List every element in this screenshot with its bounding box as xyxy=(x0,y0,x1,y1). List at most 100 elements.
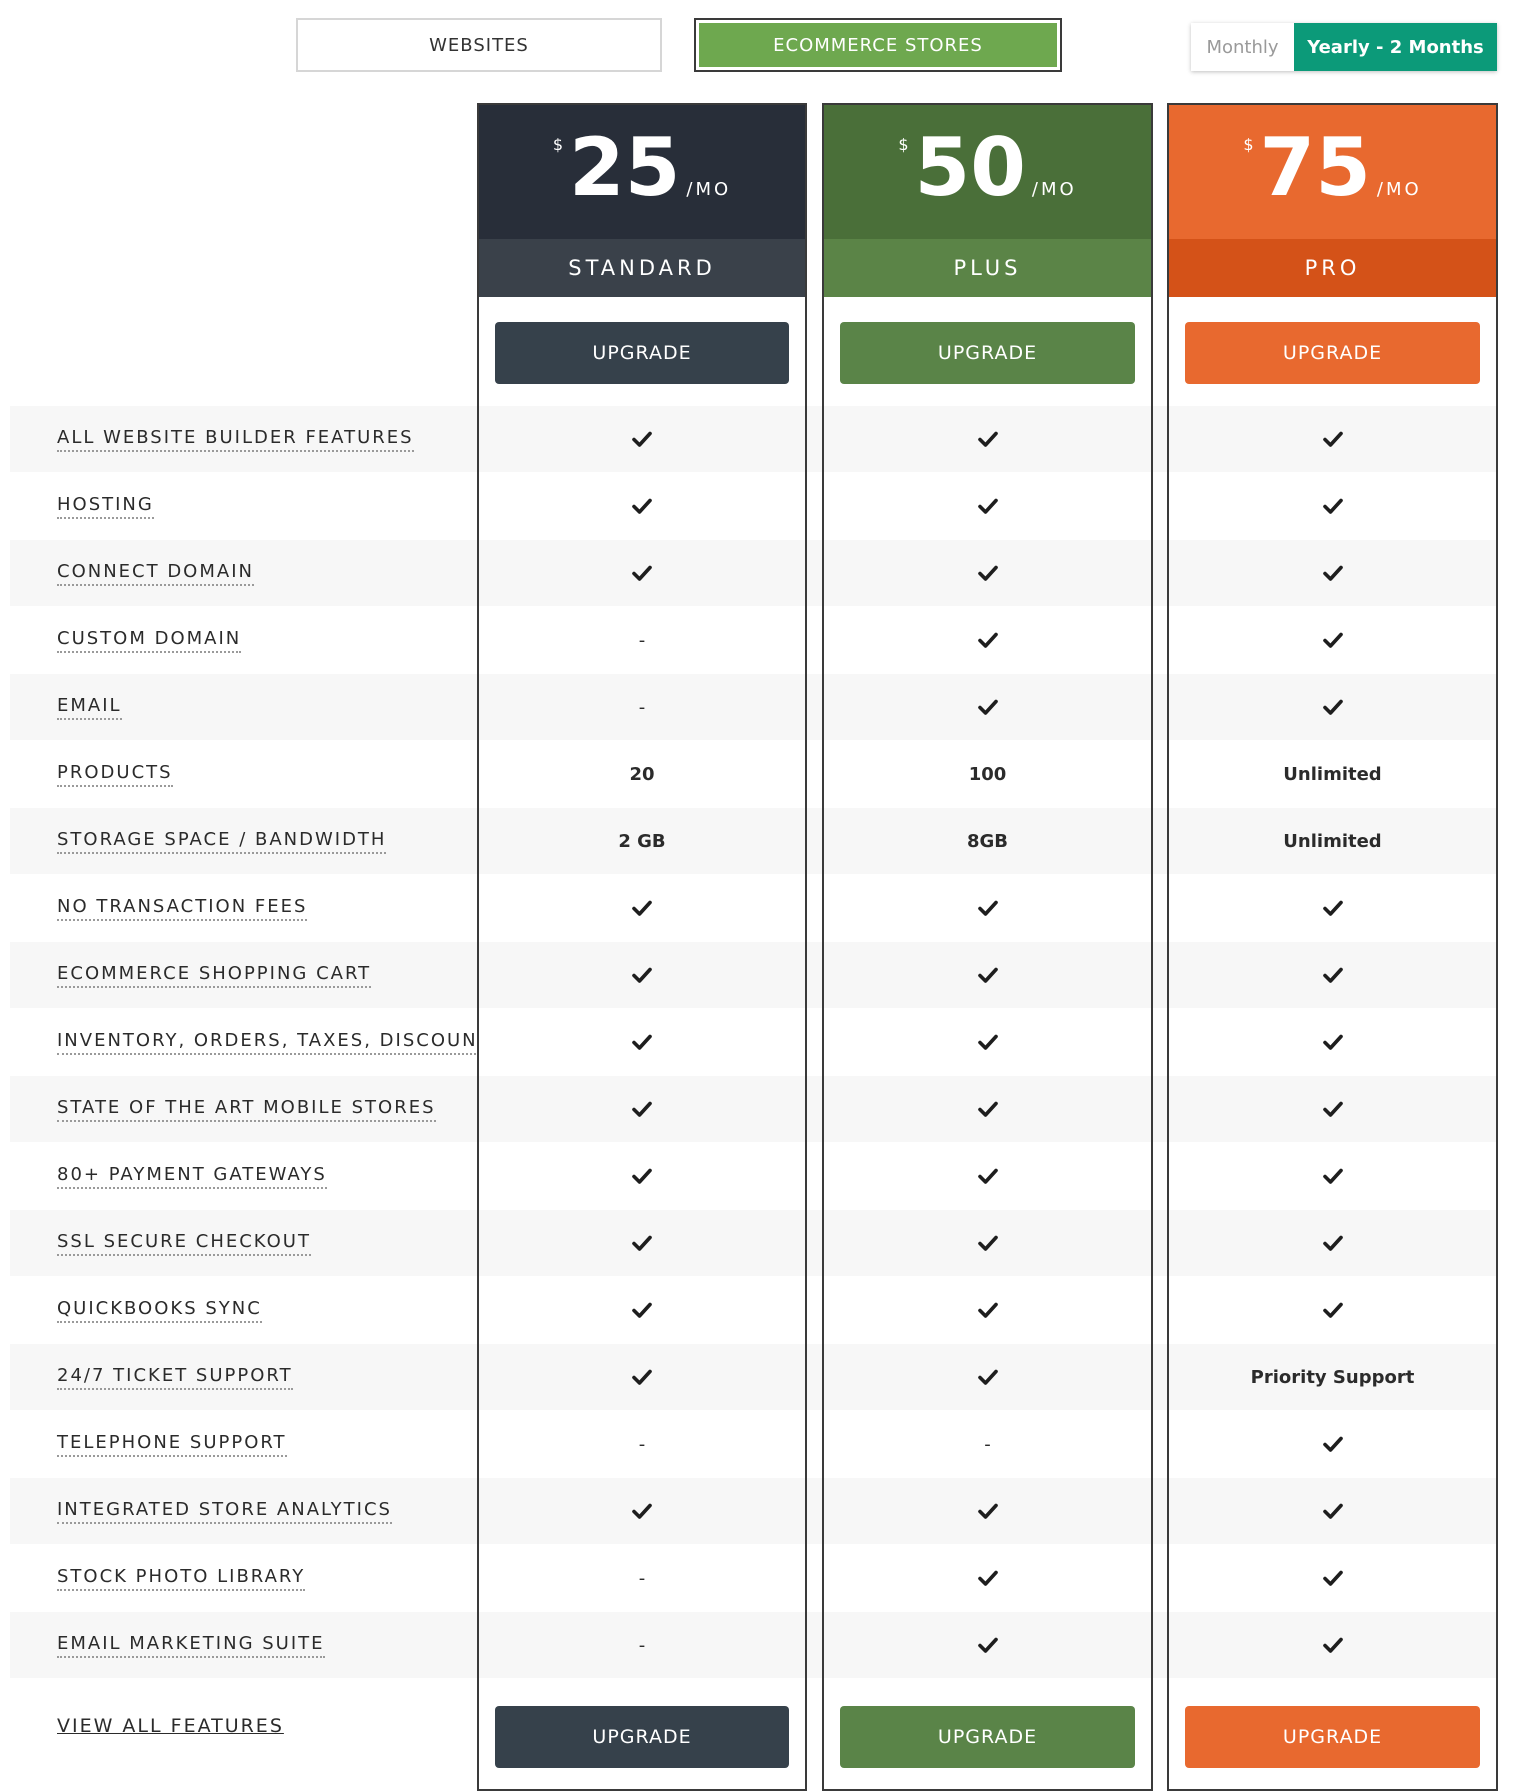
feature-cell: 2 GB xyxy=(479,808,805,874)
plan-price: $25/MO xyxy=(479,123,805,213)
feature-cell: - xyxy=(479,674,805,740)
billing-monthly-option[interactable]: Monthly xyxy=(1191,23,1294,71)
feature-label[interactable]: QUICKBOOKS SYNC xyxy=(57,1277,262,1343)
feature-value: 2 GB xyxy=(618,830,666,852)
feature-cell xyxy=(824,1344,1151,1410)
checkmark-icon xyxy=(632,1369,652,1385)
feature-label-text: 80+ PAYMENT GATEWAYS xyxy=(57,1164,327,1189)
feature-label-text: STATE OF THE ART MOBILE STORES xyxy=(57,1097,436,1122)
feature-cell: - xyxy=(479,1612,805,1678)
feature-label[interactable]: EMAIL xyxy=(57,674,122,740)
checkmark-icon xyxy=(977,1369,998,1385)
feature-label[interactable]: ALL WEBSITE BUILDER FEATURES xyxy=(57,406,414,472)
price-amount: 75 xyxy=(1259,121,1371,214)
feature-cell xyxy=(824,1210,1151,1276)
not-included-dash: - xyxy=(638,1567,646,1589)
feature-label-text: CONNECT DOMAIN xyxy=(57,561,254,586)
feature-label[interactable]: HOSTING xyxy=(57,473,154,539)
feature-label-text: 24/7 TICKET SUPPORT xyxy=(57,1365,293,1390)
feature-label[interactable]: CUSTOM DOMAIN xyxy=(57,607,242,673)
feature-cell xyxy=(1169,1076,1496,1142)
not-included-dash: - xyxy=(638,629,646,651)
checkmark-icon xyxy=(977,900,998,916)
feature-row-stripe xyxy=(10,406,1496,472)
feature-value: 8GB xyxy=(966,830,1009,852)
feature-cell: 20 xyxy=(479,741,805,807)
upgrade-button-pro-top[interactable]: UPGRADE xyxy=(1185,322,1480,384)
checkmark-icon xyxy=(977,1168,998,1184)
feature-label[interactable]: 80+ PAYMENT GATEWAYS xyxy=(57,1143,327,1209)
feature-label[interactable]: INTEGRATED STORE ANALYTICS xyxy=(57,1478,392,1544)
currency-symbol: $ xyxy=(552,135,564,154)
feature-label[interactable]: TELEPHONE SUPPORT xyxy=(57,1411,287,1477)
checkmark-icon xyxy=(1322,565,1343,581)
checkmark-icon xyxy=(1322,431,1343,447)
feature-label[interactable]: EMAIL MARKETING SUITE xyxy=(57,1612,325,1678)
checkmark-icon xyxy=(977,1034,998,1050)
feature-row-stripe xyxy=(10,1076,1496,1142)
checkmark-icon xyxy=(977,1570,998,1586)
feature-cell xyxy=(1169,406,1496,472)
checkmark-icon xyxy=(977,1101,998,1117)
upgrade-button-plus-bottom[interactable]: UPGRADE xyxy=(840,1706,1135,1768)
feature-label[interactable]: STATE OF THE ART MOBILE STORES xyxy=(57,1076,436,1142)
feature-cell xyxy=(479,1143,805,1209)
feature-cell xyxy=(479,875,805,941)
view-all-features-link[interactable]: VIEW ALL FEATURES xyxy=(57,1715,284,1737)
feature-value: 20 xyxy=(629,763,655,785)
feature-label-text: STORAGE SPACE / BANDWIDTH xyxy=(57,829,387,854)
feature-cell: 100 xyxy=(824,741,1151,807)
upgrade-button-plus-top[interactable]: UPGRADE xyxy=(840,322,1135,384)
feature-cell xyxy=(1169,674,1496,740)
checkmark-icon xyxy=(632,1302,652,1318)
plan-column-pro: $75/MO PRO UPGRADE Unlimited Unlimited Pri… xyxy=(1167,103,1498,1791)
tab-websites[interactable]: WEBSITES xyxy=(296,18,662,72)
checkmark-icon xyxy=(1322,1436,1343,1452)
upgrade-button-standard-bottom[interactable]: UPGRADE xyxy=(495,1706,789,1768)
feature-label[interactable]: STOCK PHOTO LIBRARY xyxy=(57,1545,306,1611)
feature-cell xyxy=(824,607,1151,673)
feature-label-text: STOCK PHOTO LIBRARY xyxy=(57,1566,306,1591)
feature-row-stripe xyxy=(10,808,1496,874)
feature-cell xyxy=(824,942,1151,1008)
checkmark-icon xyxy=(977,1503,998,1519)
feature-cell: Unlimited xyxy=(1169,741,1496,807)
not-included-dash: - xyxy=(638,1433,646,1455)
feature-cell xyxy=(479,406,805,472)
feature-label[interactable]: SSL SECURE CHECKOUT xyxy=(57,1210,311,1276)
feature-cell: Unlimited xyxy=(1169,808,1496,874)
feature-cell xyxy=(1169,1009,1496,1075)
feature-cell xyxy=(1169,942,1496,1008)
feature-label[interactable]: STORAGE SPACE / BANDWIDTH xyxy=(57,808,387,874)
feature-label[interactable]: INVENTORY, ORDERS, TAXES, DISCOUNTS xyxy=(57,1009,478,1075)
tab-ecommerce-stores[interactable]: ECOMMERCE STORES xyxy=(694,18,1062,72)
feature-cell xyxy=(824,1009,1151,1075)
feature-value: Unlimited xyxy=(1283,763,1382,785)
checkmark-icon xyxy=(632,431,652,447)
feature-cell xyxy=(824,674,1151,740)
checkmark-icon xyxy=(977,1637,998,1653)
feature-row-stripe xyxy=(10,1210,1496,1276)
checkmark-icon xyxy=(1322,967,1343,983)
not-included-dash: - xyxy=(984,1433,991,1455)
feature-cell xyxy=(824,875,1151,941)
checkmark-icon xyxy=(1322,1034,1343,1050)
feature-label[interactable]: NO TRANSACTION FEES xyxy=(57,875,308,941)
feature-label[interactable]: 24/7 TICKET SUPPORT xyxy=(57,1344,293,1410)
upgrade-button-standard-top[interactable]: UPGRADE xyxy=(495,322,789,384)
feature-label[interactable]: PRODUCTS xyxy=(57,741,173,807)
feature-label[interactable]: ECOMMERCE SHOPPING CART xyxy=(57,942,372,1008)
feature-cell xyxy=(824,1277,1151,1343)
plan-price: $75/MO xyxy=(1169,123,1496,213)
feature-cell: - xyxy=(479,1411,805,1477)
upgrade-button-pro-bottom[interactable]: UPGRADE xyxy=(1185,1706,1480,1768)
checkmark-icon xyxy=(1322,1570,1343,1586)
feature-cell xyxy=(1169,1612,1496,1678)
billing-yearly-option[interactable]: Yearly - 2 Months xyxy=(1294,23,1497,71)
price-amount: 25 xyxy=(569,121,681,214)
checkmark-icon xyxy=(977,699,998,715)
feature-label[interactable]: CONNECT DOMAIN xyxy=(57,540,254,606)
feature-value: Unlimited xyxy=(1283,830,1382,852)
feature-cell xyxy=(1169,1545,1496,1611)
feature-cell xyxy=(1169,1143,1496,1209)
